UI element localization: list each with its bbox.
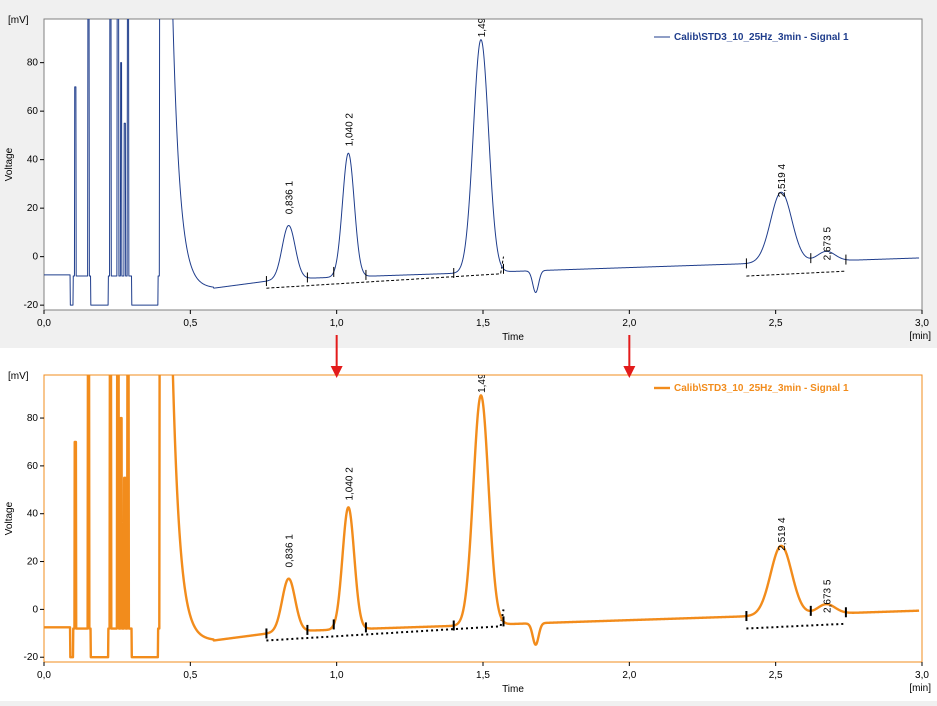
peak-label: 2,673 5	[822, 579, 833, 613]
x-tick-label: 3,0	[915, 318, 929, 329]
bottom-chart-panel: -20 0 20 40 60 80 0,0 0,5 1,0 1,5 2,0 2,5 3,0 Time Vol…	[0, 348, 937, 701]
x-unit-label: [min]	[909, 331, 931, 342]
y-axis-title: Voltage	[4, 147, 15, 181]
top-chromatogram-chart: -20 0 20 40 60 80 0,0 0,5 1,0 1,5 2,0 2,5 3,0 Time Vol…	[4, 3, 931, 343]
y-tick-label: 0	[32, 252, 38, 263]
x-tick-label: 0,5	[183, 318, 197, 329]
y-tick-label: 60	[27, 461, 39, 472]
y-tick-label: 40	[27, 155, 39, 166]
plot-content: 0,836 1 1,040 2 1,493 3 2,519 4 2,673 5	[44, 359, 920, 659]
x-tick-label: 0,0	[37, 670, 51, 681]
y-unit-label: [mV]	[8, 371, 29, 382]
legend-label: Calib\STD3_10_25Hz_3min - Signal 1	[674, 383, 849, 394]
plot-area	[43, 18, 923, 311]
x-tick-label: 2,0	[622, 670, 636, 681]
x-tick-label: 2,0	[622, 318, 636, 329]
peak-label: 1,040 2	[344, 467, 355, 501]
x-tick-label: 3,0	[915, 670, 929, 681]
y-tick-label: -20	[24, 300, 39, 311]
x-tick-label: 1,5	[476, 670, 490, 681]
y-tick-label: 80	[27, 58, 39, 69]
legend-label: Calib\STD3_10_25Hz_3min - Signal 1	[674, 32, 849, 43]
peak-label: 1,040 2	[344, 113, 355, 147]
y-tick-label: 20	[27, 557, 39, 568]
peak-label: 2,519 4	[777, 163, 788, 197]
y-tick-label: 20	[27, 203, 39, 214]
x-tick-label: 1,0	[330, 670, 344, 681]
peak-label: 2,673 5	[822, 227, 833, 261]
peak-label: 2,519 4	[777, 517, 788, 551]
y-tick-label: 40	[27, 509, 39, 520]
x-unit-label: [min]	[909, 683, 931, 694]
y-tick-label: 80	[27, 413, 39, 424]
y-unit-label: [mV]	[8, 15, 29, 26]
y-tick-label: 60	[27, 106, 39, 117]
x-tick-label: 0,0	[37, 318, 51, 329]
plot-content: 0,836 1 1,040 2 1,493 3 2,519 4 2,673 5	[44, 3, 920, 306]
integration-baseline	[746, 622, 846, 630]
x-tick-label: 0,5	[183, 670, 197, 681]
x-tick-label: 2,5	[769, 670, 783, 681]
y-tick-label: 0	[32, 604, 38, 615]
signal-trace	[44, 375, 920, 659]
integration-baseline	[746, 270, 846, 277]
top-chart-panel: -20 0 20 40 60 80 0,0 0,5 1,0 1,5 2,0 2,5 3,0 Time Vol…	[0, 0, 937, 348]
plot-area	[43, 374, 923, 663]
x-axis-title: Time	[502, 332, 524, 343]
x-tick-label: 2,5	[769, 318, 783, 329]
peak-label: 0,836 1	[285, 534, 296, 568]
y-tick-label: -20	[24, 652, 39, 663]
peak-label: 1,493 3	[477, 3, 488, 37]
x-tick-label: 1,0	[330, 318, 344, 329]
x-tick-label: 1,5	[476, 318, 490, 329]
x-axis-title: Time	[502, 684, 524, 695]
signal-trace	[44, 19, 920, 306]
bottom-chromatogram-chart: -20 0 20 40 60 80 0,0 0,5 1,0 1,5 2,0 2,5 3,0 Time Vol…	[4, 359, 931, 695]
peak-label: 0,836 1	[285, 180, 296, 214]
y-axis-title: Voltage	[4, 501, 15, 535]
integration-baseline	[266, 256, 504, 289]
peak-label: 1,493 3	[477, 359, 488, 393]
